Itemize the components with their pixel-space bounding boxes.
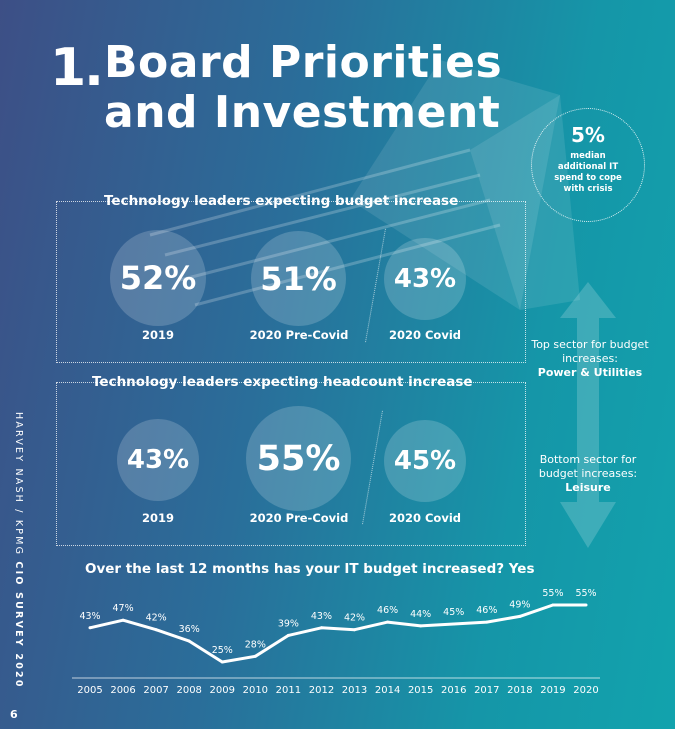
data-label: 55% — [542, 588, 563, 599]
data-point — [353, 628, 357, 632]
budget-bubble-covid: 43% — [384, 238, 466, 320]
data-point — [485, 620, 489, 624]
x-tick-label: 2015 — [408, 685, 433, 696]
x-tick-label: 2006 — [110, 685, 135, 696]
x-tick-label: 2014 — [375, 685, 400, 696]
x-tick-label: 2018 — [507, 685, 532, 696]
data-label: 47% — [113, 603, 134, 614]
headcount-bubble-covid: 45% — [384, 420, 466, 502]
data-point — [452, 622, 456, 626]
data-label: 42% — [344, 613, 365, 624]
x-tick-label: 2013 — [342, 685, 367, 696]
top-sector-name: Power & Utilities — [537, 366, 643, 379]
data-label: 49% — [509, 599, 530, 610]
data-point — [518, 614, 522, 618]
data-label: 39% — [278, 618, 299, 629]
headcount-box — [56, 382, 526, 546]
x-tick-label: 2007 — [143, 685, 168, 696]
data-label: 43% — [311, 611, 332, 622]
data-label: 28% — [245, 639, 266, 650]
x-tick-label: 2008 — [176, 685, 201, 696]
median-text: median additional IT spend to cope with … — [554, 151, 622, 194]
bottom-sector-name: Leisure — [565, 481, 611, 494]
data-point — [187, 639, 191, 643]
data-label: 42% — [146, 613, 167, 624]
median-value: 5% — [571, 123, 605, 147]
title-line-2: and Investment — [104, 87, 501, 138]
x-tick-label: 2010 — [243, 685, 268, 696]
title-line-1: Board Priorities — [104, 37, 503, 88]
budget-bubble-2019: 52% — [110, 230, 206, 326]
data-point — [121, 618, 125, 622]
x-tick-label: 2009 — [210, 685, 235, 696]
data-label: 45% — [443, 607, 464, 618]
budget-bubble-pre-covid: 51% — [251, 231, 346, 326]
headcount-label-2019: 2019 — [141, 511, 174, 525]
budget-label-2019: 2019 — [141, 328, 174, 342]
page-number: 6 — [10, 708, 18, 721]
data-point — [419, 624, 423, 628]
bottom-sector-text: Bottom sector for budget increases: — [538, 453, 638, 480]
budget-label-pre-covid: 2020 Pre-Covid — [249, 328, 349, 342]
median-spend-circle: 5% median additional IT spend to cope wi… — [531, 108, 645, 222]
headcount-label-covid: 2020 Covid — [388, 511, 462, 525]
data-point — [220, 660, 224, 664]
data-point — [253, 654, 257, 658]
bottom-sector: Bottom sector for budget increases: Leis… — [528, 453, 648, 495]
x-tick-label: 2016 — [441, 685, 466, 696]
data-label: 36% — [179, 624, 200, 635]
headcount-label-pre-covid: 2020 Pre-Covid — [249, 511, 349, 525]
section-number: 1. — [50, 38, 104, 98]
data-label: 46% — [377, 605, 398, 616]
data-label: 55% — [575, 588, 596, 599]
data-point — [319, 626, 323, 630]
x-tick-label: 2020 — [573, 685, 598, 696]
line-chart: 43% 2005 47% 2006 42% 2007 36% 2008 25% 2009 28% 20… — [72, 588, 600, 696]
series-line — [89, 603, 586, 664]
data-point — [88, 626, 92, 630]
headcount-bubble-pre-covid: 55% — [246, 406, 351, 511]
headcount-bubble-2019: 43% — [117, 419, 199, 501]
top-sector: Top sector for budget increases: Power &… — [530, 338, 650, 380]
data-label: 46% — [476, 605, 497, 616]
data-label: 25% — [212, 645, 233, 656]
x-tick-label: 2019 — [540, 685, 565, 696]
data-point — [386, 620, 390, 624]
budget-box — [56, 201, 526, 363]
headcount-title: Technology leaders expecting headcount i… — [92, 374, 473, 390]
x-tick-label: 2011 — [276, 685, 301, 696]
data-point — [551, 603, 555, 607]
budget-title: Technology leaders expecting budget incr… — [104, 193, 459, 209]
chart-title: Over the last 12 months has your IT budg… — [85, 561, 535, 577]
data-point — [584, 603, 588, 607]
data-point — [154, 628, 158, 632]
x-tick-label: 2005 — [77, 685, 102, 696]
survey-name: HARVEY NASH / KPMG — [13, 412, 24, 562]
data-label: 43% — [79, 611, 100, 622]
x-tick-label: 2017 — [474, 685, 499, 696]
data-point — [286, 633, 290, 637]
page-title: Board Priorities and Investment — [104, 38, 502, 138]
x-tick-label: 2012 — [309, 685, 334, 696]
budget-label-covid: 2020 Covid — [388, 328, 462, 342]
data-label: 44% — [410, 609, 431, 620]
top-sector-text: Top sector for budget increases: — [531, 338, 649, 365]
